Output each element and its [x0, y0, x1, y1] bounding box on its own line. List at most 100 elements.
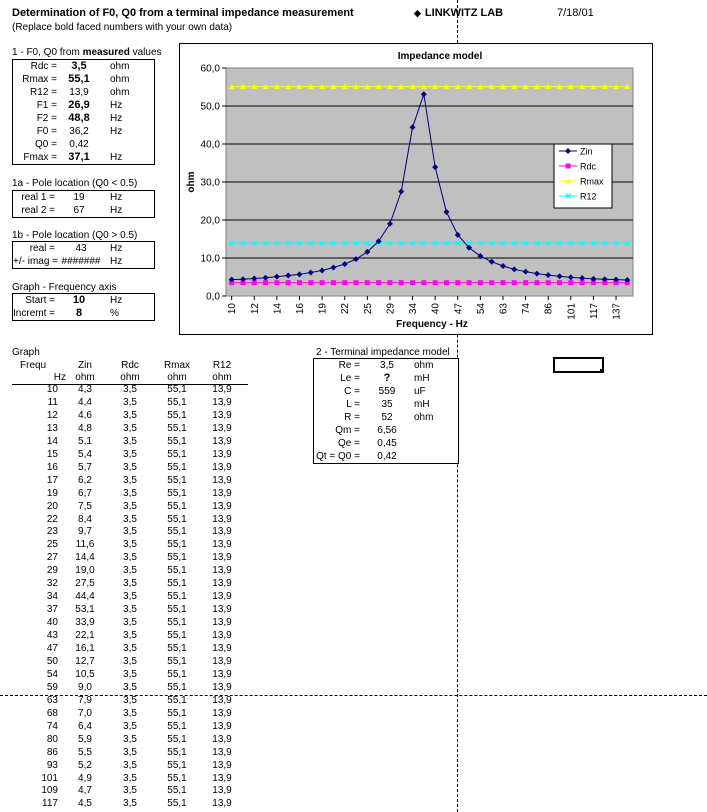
table-cell[interactable]: 101: [41, 772, 58, 784]
sec1-value[interactable]: 3,5: [71, 60, 87, 72]
table-cell[interactable]: 13,9: [212, 435, 232, 447]
table-cell[interactable]: 3,5: [123, 435, 137, 447]
table-cell[interactable]: 13,9: [212, 707, 232, 719]
table-cell[interactable]: 12: [46, 409, 58, 421]
table-cell[interactable]: 3,5: [123, 785, 137, 797]
table-cell[interactable]: 55,1: [167, 772, 187, 784]
table-cell[interactable]: 3,5: [123, 526, 137, 538]
sec2-value[interactable]: 559: [378, 386, 396, 397]
table-cell[interactable]: 13,9: [212, 759, 232, 771]
table-cell[interactable]: 55,1: [167, 461, 187, 473]
table-cell[interactable]: 3,5: [123, 396, 137, 408]
table-cell[interactable]: 44,4: [75, 591, 95, 603]
table-cell[interactable]: 13,9: [212, 396, 232, 408]
table-cell[interactable]: 55,1: [167, 578, 187, 590]
table-cell[interactable]: 3,5: [123, 578, 137, 590]
sec1-value[interactable]: 36,2: [69, 126, 89, 137]
table-cell[interactable]: 13,9: [212, 643, 232, 654]
table-cell[interactable]: 55,1: [167, 500, 187, 512]
table-cell[interactable]: 7,0: [78, 707, 92, 719]
table-cell[interactable]: 13,9: [212, 461, 232, 473]
table-cell[interactable]: 53,1: [75, 604, 95, 616]
table-cell[interactable]: 14,4: [75, 552, 95, 564]
table-cell[interactable]: 29: [46, 565, 58, 577]
table-cell[interactable]: 3,5: [123, 772, 137, 784]
table-cell[interactable]: 7,5: [78, 500, 92, 512]
table-cell[interactable]: 13,9: [212, 422, 232, 434]
table-cell[interactable]: 93: [46, 759, 58, 771]
table-cell[interactable]: 3,5: [123, 604, 137, 616]
table-cell[interactable]: 19: [46, 487, 58, 499]
table-cell[interactable]: 5,7: [78, 461, 92, 473]
table-cell[interactable]: 25: [46, 539, 58, 551]
sec2-value[interactable]: 6,56: [377, 425, 397, 436]
table-cell[interactable]: 3,5: [123, 591, 137, 603]
table-cell[interactable]: 3,5: [123, 668, 137, 680]
table-cell[interactable]: 3,5: [123, 487, 137, 499]
table-cell[interactable]: 5,4: [78, 448, 92, 460]
table-cell[interactable]: 55,1: [167, 720, 187, 732]
table-cell[interactable]: 13,9: [212, 694, 232, 706]
table-cell[interactable]: 11,6: [75, 539, 95, 551]
table-cell[interactable]: 55,1: [167, 759, 187, 771]
table-cell[interactable]: 13,9: [212, 448, 232, 460]
table-cell[interactable]: 55,1: [167, 668, 187, 680]
table-cell[interactable]: 19,0: [75, 565, 95, 577]
table-cell[interactable]: 3,5: [123, 461, 137, 473]
table-cell[interactable]: 6,2: [78, 474, 92, 486]
table-cell[interactable]: 55,1: [167, 798, 187, 810]
table-cell[interactable]: 4,8: [78, 422, 92, 434]
table-cell[interactable]: 50: [46, 655, 58, 667]
table-cell[interactable]: 17: [46, 474, 58, 486]
table-cell[interactable]: 68: [46, 707, 58, 719]
table-cell[interactable]: 55,1: [167, 746, 187, 758]
table-cell[interactable]: 12,7: [75, 655, 95, 667]
table-cell[interactable]: 5,9: [78, 733, 92, 745]
table-cell[interactable]: 13,9: [212, 474, 232, 486]
table-cell[interactable]: 13,9: [212, 513, 232, 525]
table-cell[interactable]: 55,1: [167, 526, 187, 538]
table-cell[interactable]: 3,5: [123, 643, 137, 654]
table-cell[interactable]: 4,9: [78, 772, 92, 784]
table-cell[interactable]: 63: [46, 694, 58, 706]
table-cell[interactable]: 13,9: [212, 772, 232, 784]
table-cell[interactable]: 13,9: [212, 746, 232, 758]
sec1-value[interactable]: 37,1: [68, 151, 90, 163]
table-cell[interactable]: 55,1: [167, 617, 187, 629]
table-cell[interactable]: 13,9: [212, 526, 232, 538]
table-cell[interactable]: 4,5: [78, 798, 92, 810]
table-cell[interactable]: 109: [41, 785, 58, 797]
table-cell[interactable]: 55,1: [167, 474, 187, 486]
table-cell[interactable]: 9,0: [78, 681, 92, 693]
sec1-value[interactable]: 13,9: [69, 87, 89, 98]
table-cell[interactable]: 3,5: [123, 630, 137, 642]
table-cell[interactable]: 10: [46, 384, 58, 395]
table-cell[interactable]: 13,9: [212, 668, 232, 680]
table-cell[interactable]: 5,1: [78, 435, 92, 447]
table-cell[interactable]: 3,5: [123, 655, 137, 667]
table-cell[interactable]: 6,4: [78, 720, 92, 732]
table-cell[interactable]: 3,5: [123, 707, 137, 719]
sec2-value[interactable]: 3,5: [380, 360, 394, 371]
table-cell[interactable]: 3,5: [123, 798, 137, 810]
table-cell[interactable]: 74: [46, 720, 58, 732]
sec2-value[interactable]: 35: [381, 399, 393, 410]
table-cell[interactable]: 117: [42, 798, 58, 810]
table-cell[interactable]: 13,9: [212, 409, 232, 421]
sec1b-value[interactable]: 43: [75, 243, 87, 254]
table-cell[interactable]: 16,1: [75, 643, 95, 654]
sec1a-value[interactable]: 67: [73, 205, 85, 216]
table-cell[interactable]: 3,5: [123, 759, 137, 771]
table-cell[interactable]: 55,1: [167, 785, 187, 797]
sec1-value[interactable]: 48,8: [68, 112, 90, 124]
table-cell[interactable]: 55,1: [167, 643, 187, 654]
table-cell[interactable]: 86: [46, 746, 58, 758]
table-cell[interactable]: 37: [46, 604, 58, 616]
table-cell[interactable]: 3,5: [123, 500, 137, 512]
table-cell[interactable]: 55,1: [167, 409, 187, 421]
sec1b-value[interactable]: #######: [61, 256, 101, 267]
table-cell[interactable]: 23: [46, 526, 58, 538]
table-cell[interactable]: 13,9: [212, 500, 232, 512]
table-cell[interactable]: 34: [46, 591, 58, 603]
table-cell[interactable]: 8,4: [78, 513, 92, 525]
